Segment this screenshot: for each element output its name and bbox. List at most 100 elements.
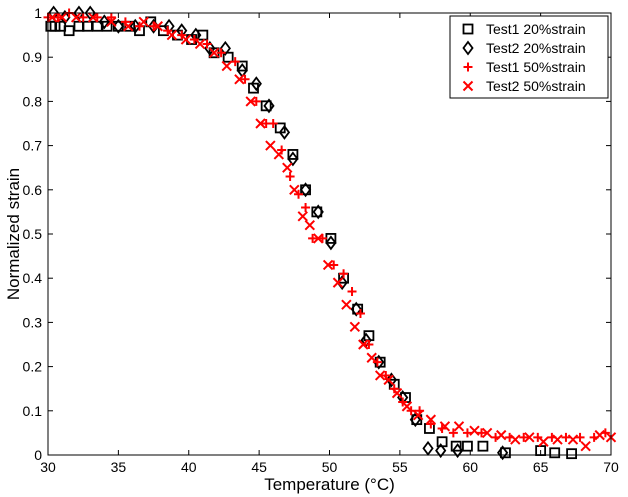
data-point <box>299 182 312 198</box>
data-point <box>391 387 403 399</box>
data-point <box>250 76 262 92</box>
legend: Test1 20%strain Test2 20%strain Test1 50%s… <box>449 15 609 99</box>
data-point <box>219 40 231 56</box>
data-point <box>70 12 82 23</box>
data-point <box>448 428 458 438</box>
x-tick-label: 55 <box>392 459 408 475</box>
data-point <box>312 204 324 220</box>
data-point <box>56 12 68 23</box>
x-tick-label: 45 <box>251 459 267 475</box>
data-point <box>350 301 362 317</box>
data-point <box>462 428 472 438</box>
data-point <box>538 436 549 447</box>
data-point <box>524 432 535 443</box>
data-point <box>424 423 435 434</box>
data-point <box>301 202 311 212</box>
data-point <box>409 412 421 428</box>
legend-label: Test2 50%strain <box>486 78 586 94</box>
data-point <box>273 149 285 160</box>
data-point <box>112 18 125 34</box>
data-point <box>469 425 480 436</box>
data-point <box>519 432 529 442</box>
legend-item: Test1 50%strain <box>463 59 586 75</box>
y-tick-label: 1 <box>34 5 42 21</box>
data-point <box>339 269 349 279</box>
data-point <box>412 410 424 421</box>
data-point <box>496 429 507 441</box>
data-point <box>255 118 266 129</box>
data-point <box>106 12 116 22</box>
data-point <box>166 29 178 41</box>
legend-marker <box>462 40 474 56</box>
data-point <box>566 448 577 460</box>
data-point <box>322 259 334 271</box>
data-point <box>313 233 324 244</box>
series-2 <box>48 5 509 461</box>
x-tick-label: 50 <box>322 459 338 475</box>
data-point <box>374 370 386 381</box>
data-point <box>533 432 543 442</box>
data-point <box>222 51 234 63</box>
y-tick-label: 0.2 <box>23 359 43 375</box>
data-point <box>549 447 561 459</box>
data-point <box>260 100 272 112</box>
data-point <box>496 445 509 461</box>
data-point <box>297 211 308 222</box>
data-point <box>208 47 220 58</box>
data-point <box>425 414 437 425</box>
data-point <box>251 96 261 106</box>
data-point <box>436 436 448 448</box>
data-point <box>341 299 352 310</box>
data-point <box>98 14 110 30</box>
data-point <box>325 235 337 251</box>
data-point <box>329 260 339 270</box>
data-point <box>197 29 209 41</box>
data-point <box>230 57 240 67</box>
data-point <box>426 419 436 429</box>
x-tick-label: 65 <box>533 459 549 475</box>
data-point <box>462 440 473 452</box>
data-point <box>123 21 134 32</box>
data-point <box>129 18 141 34</box>
x-tick-label: 60 <box>462 459 478 475</box>
data-point <box>594 429 605 441</box>
data-point <box>265 140 276 151</box>
y-tick-label: 0.8 <box>23 93 43 109</box>
data-point <box>451 443 464 459</box>
y-tick-label: 0.7 <box>23 138 43 154</box>
data-point <box>106 16 117 28</box>
legend-item: Test2 50%strain <box>462 78 586 94</box>
data-point <box>87 12 99 23</box>
data-point <box>401 401 413 412</box>
data-point <box>308 233 318 243</box>
data-point <box>245 96 256 107</box>
data-point <box>189 35 199 45</box>
data-point <box>373 354 385 370</box>
data-point <box>152 21 163 32</box>
data-point <box>355 309 365 319</box>
x-tick-label: 70 <box>603 459 619 475</box>
data-point <box>450 440 462 452</box>
data-point <box>422 440 434 456</box>
y-tick-label: 0.4 <box>23 270 43 286</box>
plot-marks <box>43 5 617 461</box>
data-point <box>268 119 278 128</box>
data-point <box>194 38 206 50</box>
data-point <box>287 149 299 160</box>
data-point <box>221 60 232 72</box>
data-point <box>510 434 521 445</box>
legend-marker <box>463 62 473 72</box>
y-axis-label: Normalized strain <box>4 168 23 300</box>
legend-label: Test2 20%strain <box>486 40 586 56</box>
data-point <box>439 421 451 432</box>
data-point <box>561 432 571 442</box>
legend-box <box>449 15 609 99</box>
y-tick-label: 0.9 <box>23 49 43 65</box>
data-point <box>477 428 487 438</box>
data-point <box>435 443 447 459</box>
y-tick-label: 0.1 <box>23 403 43 419</box>
y-tick-label: 0.6 <box>23 182 43 198</box>
data-point <box>358 339 369 350</box>
x-axis-label: Temperature (°C) <box>264 475 395 494</box>
legend-marker <box>462 80 474 92</box>
